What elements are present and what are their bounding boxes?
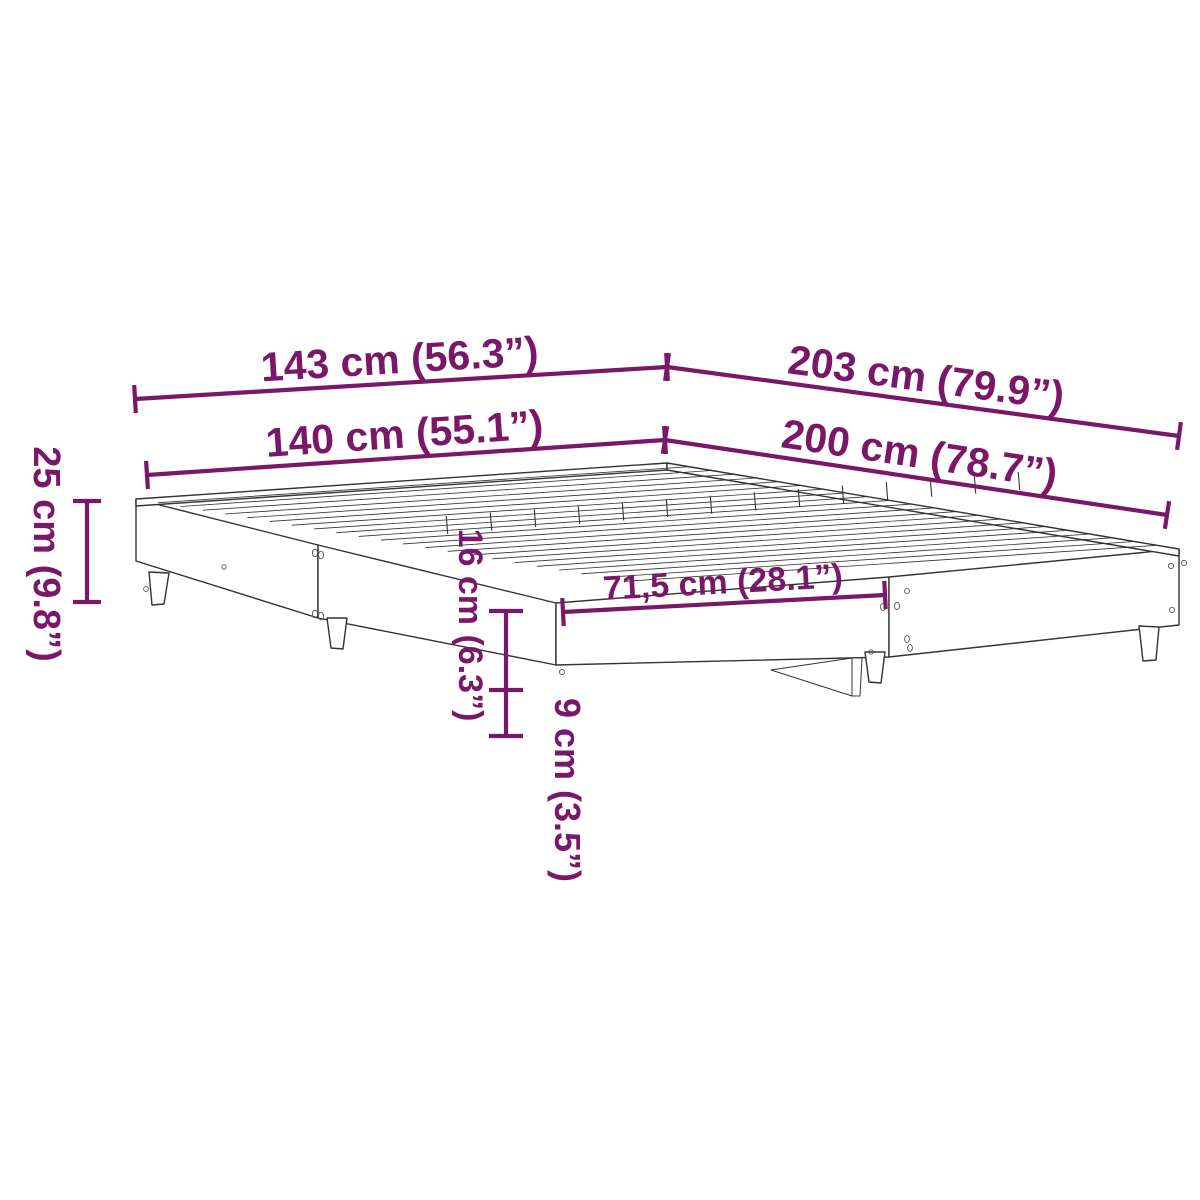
svg-text:9 cm (3.5”): 9 cm (3.5”): [547, 698, 588, 882]
svg-text:25 cm (9.8”): 25 cm (9.8”): [25, 446, 67, 661]
svg-text:16 cm (6.3”): 16 cm (6.3”): [451, 529, 489, 722]
